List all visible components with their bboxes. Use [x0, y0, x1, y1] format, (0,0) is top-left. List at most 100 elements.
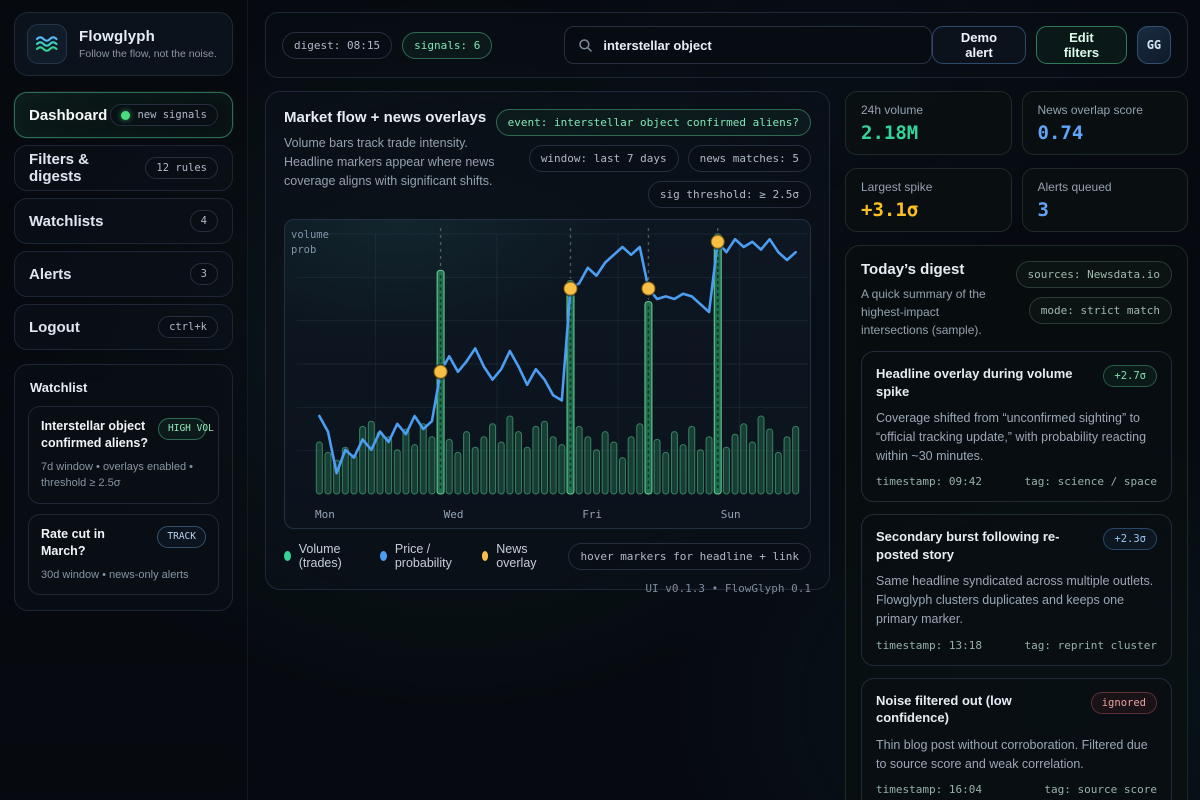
volume-bar — [549, 436, 557, 495]
right-panel: 24h volume 2.18M News overlap score 0.74… — [845, 91, 1188, 800]
user-avatar[interactable]: GG — [1136, 26, 1171, 64]
watchlist-item[interactable]: Interstellar object confirmed aliens? HI… — [28, 406, 219, 504]
digest-meta-chip: sources: Newsdata.io — [1015, 261, 1172, 288]
nav-item-label: Alerts — [29, 265, 72, 283]
stat-label: 24h volume — [861, 103, 924, 117]
sidebar-item-watchlists[interactable]: Watchlists 4 — [14, 198, 233, 244]
digest-entry-title: Secondary burst following re-posted stor… — [876, 529, 1060, 562]
stat-card: 24h volume 2.18M — [845, 91, 1012, 155]
volume-bar — [376, 431, 384, 495]
stat-value: 0.74 — [1037, 122, 1084, 144]
volume-bar — [489, 423, 497, 495]
news-overlay-marker[interactable] — [640, 280, 657, 297]
nav-item-label: Watchlists — [29, 212, 104, 230]
digest-subtitle: A quick summary of the highest-impact in… — [861, 287, 986, 337]
nav-item-badge: new signals — [110, 104, 218, 126]
chart-meta-chip: window: last 7 days — [528, 145, 679, 172]
stat-card: Largest spike +3.1σ — [845, 168, 1012, 232]
volume-bar — [515, 431, 523, 495]
hover-hint-chip: hover markers for headline + link — [568, 542, 811, 570]
x-axis-label: Fri — [582, 508, 602, 521]
news-overlay-marker[interactable] — [709, 233, 726, 250]
volume-bar — [766, 428, 774, 495]
digest-card: Today’s digest A quick summary of the hi… — [845, 245, 1188, 800]
digest-entry-body: Same headline syndicated across multiple… — [876, 574, 1154, 626]
digest-entry-timestamp: timestamp: 13:18 — [876, 638, 982, 652]
volume-bar — [367, 420, 375, 495]
price-probability-line — [318, 237, 797, 475]
volume-bar — [584, 436, 592, 495]
news-overlay-marker[interactable] — [432, 363, 449, 380]
watchlist-title: Watchlist — [30, 380, 88, 395]
volume-bar — [705, 436, 713, 495]
brand-card: Flowglyph Follow the flow, not the noise… — [14, 12, 233, 76]
stat-value: 3 — [1037, 199, 1049, 221]
volume-bar — [722, 446, 730, 495]
watchlist-item-badge: HIGH VOL — [158, 418, 214, 441]
search-box[interactable] — [564, 26, 932, 64]
y-axis-label: volume — [291, 229, 329, 241]
volume-bar — [445, 438, 453, 495]
news-overlay-marker[interactable] — [562, 280, 579, 297]
digest-entry-title: Noise filtered out (low confidence) — [876, 692, 1012, 726]
volume-bar — [783, 436, 791, 495]
digest-entry: Headline overlay during volume spike +2.… — [861, 351, 1172, 503]
demo-alert-button[interactable]: Demo alert — [931, 26, 1026, 64]
volume-bar — [315, 441, 323, 495]
legend-dot-icon — [481, 551, 489, 561]
chart-legend: Volume (trades) Price / probability News o… — [284, 542, 811, 570]
digest-entry-timestamp: timestamp: 16:04 — [876, 783, 982, 797]
digest-entry-tag: tag: science / space — [1024, 475, 1157, 489]
volume-bar — [748, 441, 756, 495]
volume-bar — [541, 420, 549, 495]
volume-bar — [324, 451, 332, 495]
volume-bar — [402, 428, 410, 495]
digest-entry-tag: tag: source score — [1044, 783, 1157, 797]
sidebar-item-filters-digests[interactable]: Filters & digests 12 rules — [14, 145, 233, 191]
watchlist-item-title: Interstellar object confirmed aliens? — [41, 419, 148, 450]
nav-item-label: Dashboard — [29, 106, 108, 124]
watchlist-item[interactable]: Rate cut in March? TRACK 30d window • ne… — [28, 513, 219, 595]
sidebar-item-logout[interactable]: Logout ctrl+k — [14, 304, 233, 350]
digest-entry-badge: ignored — [1090, 691, 1157, 714]
legend-item: Price / probability — [380, 542, 459, 570]
volume-bar — [662, 451, 670, 495]
volume-bar — [385, 436, 393, 495]
legend-dot-icon — [380, 551, 387, 561]
digest-entry-timestamp: timestamp: 09:42 — [876, 475, 982, 489]
digest-entry-body: Thin blog post without corroboration. Fi… — [876, 737, 1148, 771]
topbar-chip: digest: 08:15 — [282, 31, 393, 59]
volume-bar — [618, 457, 626, 495]
chart-description: Volume bars track trade intensity. Headl… — [284, 136, 495, 188]
sidebar-item-alerts[interactable]: Alerts 3 — [14, 251, 233, 297]
nav-item-badge: 12 rules — [145, 157, 218, 179]
chart-meta-chip: news matches: 5 — [687, 145, 811, 172]
legend-item: Volume (trades) — [284, 542, 358, 570]
stat-value: 2.18M — [861, 122, 919, 144]
volume-bar — [419, 423, 427, 495]
waves-logo-icon — [27, 24, 67, 64]
edit-filters-button[interactable]: Edit filters — [1036, 26, 1127, 64]
topbar-chip: signals: 6 — [402, 31, 493, 59]
volume-bar — [523, 446, 531, 495]
stat-label: Largest spike — [861, 180, 933, 194]
stats-grid: 24h volume 2.18M News overlap score 0.74… — [845, 91, 1188, 232]
search-icon — [578, 38, 593, 53]
volume-bar — [341, 446, 349, 495]
digest-entry-tag: tag: reprint cluster — [1024, 638, 1157, 652]
volume-bar — [592, 449, 600, 495]
x-axis-label: Wed — [444, 508, 464, 521]
volume-bar — [670, 431, 678, 495]
brand-name: Flowglyph — [79, 28, 155, 45]
volume-bar — [696, 449, 704, 495]
y-axis-label: prob — [291, 244, 316, 256]
search-input[interactable] — [603, 37, 918, 53]
watchlist-item-title: Rate cut in March? — [41, 526, 105, 558]
volume-bar — [393, 449, 401, 495]
brand-tagline: Follow the flow, not the noise. — [79, 48, 217, 60]
digest-entry-title: Headline overlay during volume spike — [876, 366, 1073, 399]
sidebar-item-dashboard[interactable]: Dashboard new signals — [14, 92, 233, 138]
stat-value: +3.1σ — [861, 199, 919, 221]
stat-label: News overlap score — [1037, 103, 1143, 117]
chart-meta-chip: sig threshold: ≥ 2.5σ — [647, 181, 811, 208]
